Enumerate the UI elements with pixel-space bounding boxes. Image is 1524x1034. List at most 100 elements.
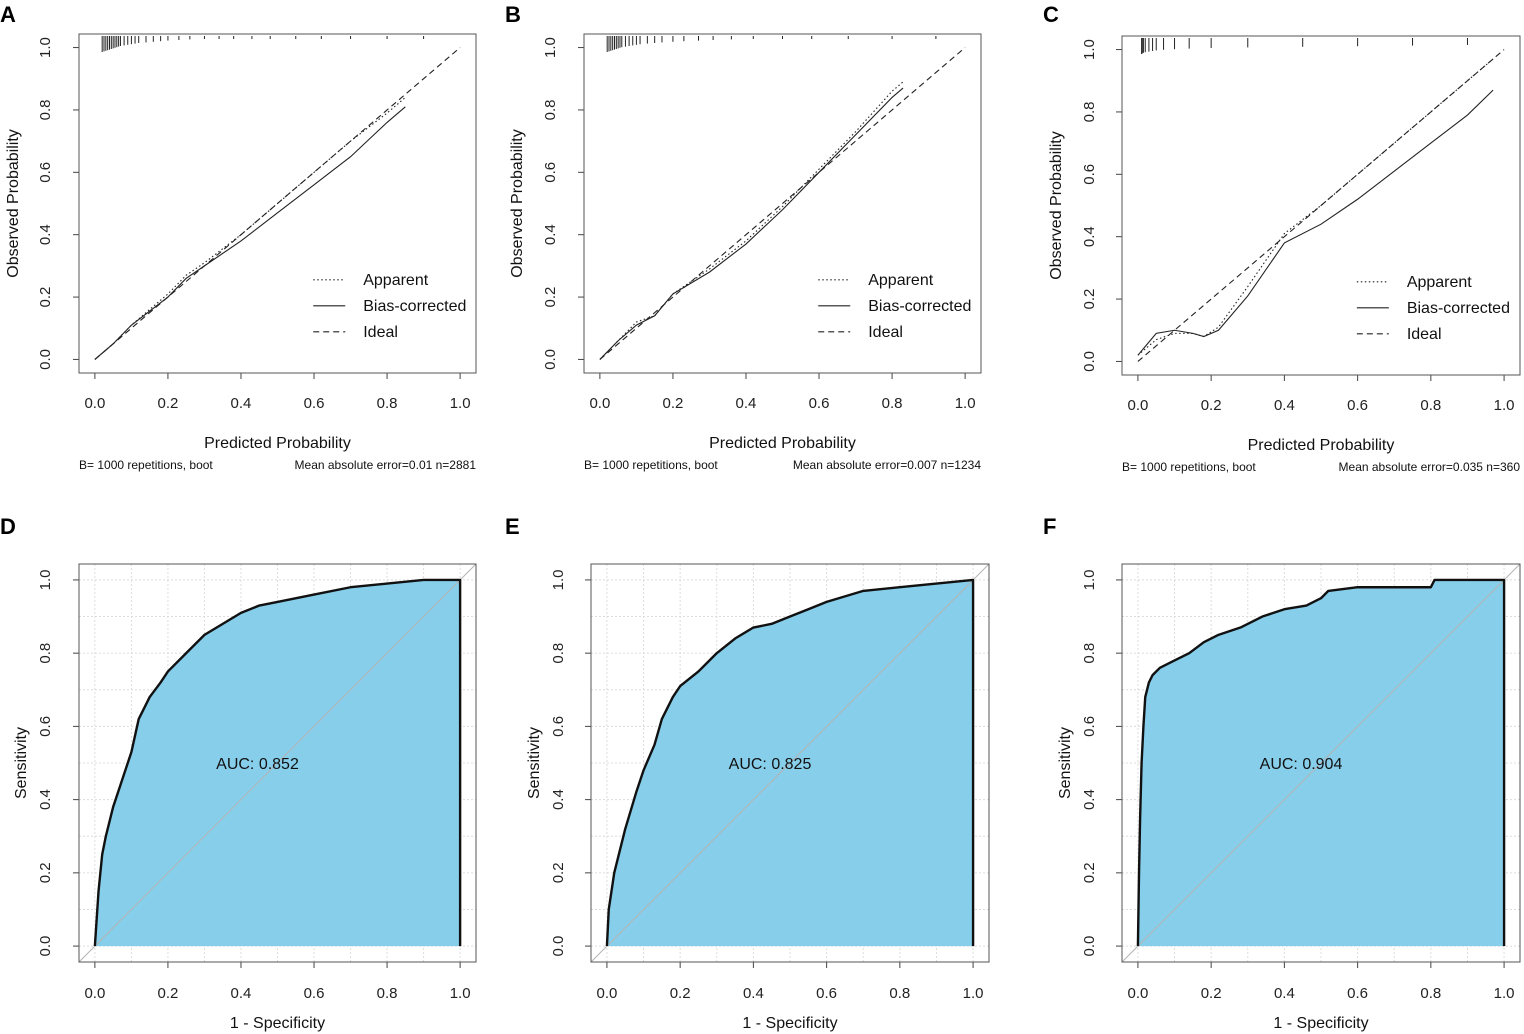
x-tick-label: 0.6	[304, 395, 325, 412]
y-tick-label: 0.2	[542, 287, 559, 308]
y-tick-label: 0.8	[1081, 643, 1098, 664]
reference-diagonal	[1121, 563, 1521, 963]
panel-label: F	[1043, 514, 1056, 539]
footer-right: Mean absolute error=0.007 n=1234	[793, 458, 981, 472]
x-axis-title: 1 - Specificity	[1273, 1015, 1368, 1032]
x-tick-label: 1.0	[450, 395, 471, 412]
x-tick-label: 0.0	[1127, 397, 1148, 414]
footer-right: Mean absolute error=0.01 n=2881	[295, 458, 477, 472]
x-tick-label: 0.4	[231, 395, 252, 412]
calibration-line-apparent	[599, 81, 904, 360]
auc-label: AUC: 0.825	[729, 756, 812, 773]
calibration-line-bias-corrected	[1137, 89, 1494, 356]
legend-label: Ideal	[1407, 326, 1442, 343]
y-tick-label: 1.0	[37, 569, 54, 590]
x-tick-label: 0.4	[231, 985, 252, 1002]
panel-c: C 0.0 0.2 0.4 0.6 0.8 1.0 0.0 0.2 0.4 0.6 0.8 1.0 Pre…	[1043, 2, 1521, 474]
x-tick-label: 0.8	[377, 395, 398, 412]
x-tick-label: 0.2	[157, 395, 178, 412]
x-tick-label: 1.0	[955, 395, 976, 412]
y-axis-title: Sensitivity	[1057, 727, 1074, 799]
x-tick-label: 0.8	[1420, 397, 1441, 414]
y-tick-label: 0.0	[1081, 351, 1098, 372]
y-tick-label: 0.0	[37, 936, 54, 957]
plot-frame	[1121, 35, 1521, 376]
y-tick-label: 0.0	[550, 936, 567, 957]
y-tick-label: 0.6	[37, 162, 54, 183]
x-tick-label: 0.4	[736, 395, 757, 412]
y-tick-label: 1.0	[1081, 39, 1098, 60]
panel-a: A 0.0 0.2 0.4 0.6 0.8 1.0 0.0 0.2 0.4 0.6 0.8 1.0 Pre…	[0, 2, 477, 472]
legend-label: Ideal	[363, 324, 398, 341]
footer-left: B= 1000 repetitions, boot	[584, 458, 718, 472]
calibration-line-ideal	[94, 47, 461, 360]
calibration-line-bias-corrected	[599, 87, 904, 360]
x-tick-label: 0.0	[84, 395, 105, 412]
y-tick-label: 1.0	[1081, 569, 1098, 590]
y-axis-title: Sensitivity	[13, 727, 30, 799]
x-tick-label: 0.6	[1347, 985, 1368, 1002]
x-tick-label: 0.0	[589, 395, 610, 412]
calibration-line-ideal	[1137, 49, 1505, 362]
auc-label: AUC: 0.852	[216, 756, 299, 773]
plot-frame	[583, 33, 982, 374]
y-tick-label: 0.6	[1081, 164, 1098, 185]
roc-curve	[93, 578, 462, 947]
legend-label: Bias-corrected	[363, 298, 466, 315]
x-tick-label: 0.4	[743, 985, 764, 1002]
y-tick-label: 0.6	[542, 162, 559, 183]
legend-label: Bias-corrected	[1407, 300, 1510, 317]
y-axis-title: Observed Probability	[509, 129, 526, 278]
y-tick-label: 0.4	[542, 224, 559, 245]
calibration-line-bias-corrected	[94, 106, 406, 360]
roc-curve	[1136, 578, 1506, 947]
y-tick-label: 0.4	[1081, 789, 1098, 810]
x-tick-label: 0.4	[1274, 397, 1295, 414]
x-tick-label: 0.6	[809, 395, 830, 412]
footer-left: B= 1000 repetitions, boot	[1122, 460, 1256, 474]
y-tick-label: 0.0	[37, 349, 54, 370]
y-axis-title: Sensitivity	[526, 727, 543, 799]
panel-label: A	[0, 2, 16, 27]
y-tick-label: 0.2	[550, 862, 567, 883]
y-tick-label: 0.4	[1081, 226, 1098, 247]
x-axis-title: 1 - Specificity	[742, 1015, 837, 1032]
legend-label: Apparent	[868, 272, 933, 289]
x-tick-label: 1.0	[1494, 397, 1515, 414]
x-tick-label: 0.8	[377, 985, 398, 1002]
y-tick-label: 1.0	[542, 37, 559, 58]
y-tick-label: 0.2	[1081, 862, 1098, 883]
reference-diagonal	[590, 563, 990, 963]
x-tick-label: 0.2	[662, 395, 683, 412]
y-tick-label: 0.6	[550, 716, 567, 737]
x-tick-label: 1.0	[963, 985, 984, 1002]
x-tick-label: 1.0	[1494, 985, 1515, 1002]
panel-label: C	[1043, 2, 1059, 27]
legend-label: Ideal	[868, 324, 903, 341]
y-tick-label: 0.4	[550, 789, 567, 810]
plot-frame	[78, 33, 477, 374]
x-axis-title: Predicted Probability	[1248, 437, 1395, 454]
x-tick-label: 0.6	[816, 985, 837, 1002]
y-tick-label: 0.6	[1081, 716, 1098, 737]
panel-label: E	[505, 514, 520, 539]
auc-label: AUC: 0.904	[1260, 756, 1343, 773]
x-tick-label: 0.6	[1347, 397, 1368, 414]
x-tick-label: 0.2	[1201, 985, 1222, 1002]
x-tick-label: 0.2	[1201, 397, 1222, 414]
legend-label: Bias-corrected	[868, 298, 971, 315]
y-tick-label: 0.0	[542, 349, 559, 370]
x-axis-title: Predicted Probability	[709, 435, 856, 452]
plot-frame	[78, 563, 477, 963]
legend-label: Apparent	[1407, 274, 1472, 291]
y-tick-label: 0.4	[37, 789, 54, 810]
panel-f: F 0.0 0.2 0.4 0.6 0.8 1.0 0.0 0.2 0.4 0.6 0.8 1.0 1 -…	[1043, 514, 1521, 1032]
x-tick-label: 0.8	[889, 985, 910, 1002]
y-axis-title: Observed Probability	[1048, 131, 1065, 280]
y-tick-label: 0.2	[1081, 289, 1098, 310]
footer-left: B= 1000 repetitions, boot	[79, 458, 213, 472]
x-tick-label: 1.0	[450, 985, 471, 1002]
x-axis-title: Predicted Probability	[204, 435, 351, 452]
panel-e: E 0.0 0.2 0.4 0.6 0.8 1.0 0.0 0.2 0.4 0.6 0.8 1.0 1 -…	[505, 514, 990, 1032]
